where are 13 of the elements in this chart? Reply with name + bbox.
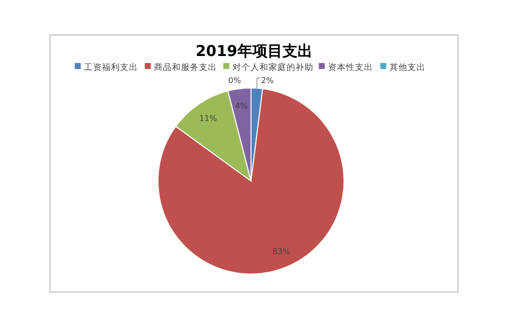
data-label: 83% [272,246,291,256]
data-label: 4% [235,101,248,110]
pie-slice [227,88,252,182]
chart-title: 2019年项目支出 [196,42,312,60]
legend-label: 对个人和家庭的补助 [232,62,314,73]
legend-label: 工资福利支出 [84,62,138,73]
text: 0% [228,76,241,85]
pie-slice [175,90,252,182]
legend-label: 其他支出 [389,62,426,73]
data-label: 11% [199,114,218,123]
legend-label: 资本性支出 [328,62,373,73]
legend-label: 商品和服务支出 [154,62,217,73]
data-label: 2% [261,76,274,85]
